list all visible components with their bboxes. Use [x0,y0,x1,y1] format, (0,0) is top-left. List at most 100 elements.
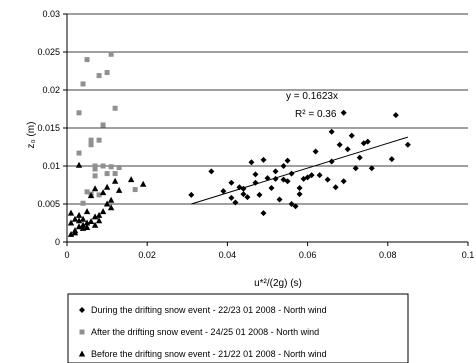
data-point-triangle [95,211,103,218]
data-point-triangle [91,221,99,228]
data-point-square [96,192,102,198]
y-tick-label: 0.005 [37,199,60,209]
series-square [76,51,138,206]
data-point-diamond [228,194,235,201]
data-point-triangle [103,200,111,207]
data-point-diamond [344,146,351,153]
y-tick-label: 0.025 [37,47,60,57]
data-point-diamond [368,165,375,172]
data-point-diamond [312,148,319,155]
data-point-triangle [75,217,83,224]
data-point-diamond [272,168,279,175]
data-point-square [132,187,138,193]
data-point-square [80,81,86,87]
data-point-diamond [264,175,271,182]
legend-marker-triangle [78,350,86,357]
data-point-diamond [296,191,303,198]
data-point-triangle [91,213,99,220]
x-axis-title: u*²/(2g) (s) [254,278,302,289]
data-point-diamond [284,157,291,164]
series-diamond [188,109,411,217]
trendline [191,136,408,205]
data-point-triangle [71,229,79,236]
data-point-diamond [328,128,335,135]
data-point-square [112,105,118,111]
x-tick-label: 0.06 [299,250,317,260]
data-point-diamond [252,179,259,186]
data-point-diamond [340,109,347,116]
y-tick-label: 0.02 [42,85,60,95]
legend-marker-square [79,329,85,335]
data-point-diamond [260,210,267,217]
data-point-diamond [240,191,247,198]
legend-box [67,293,409,363]
data-point-triangle [79,215,87,222]
data-point-diamond [332,184,339,191]
data-point-diamond [232,199,239,206]
legend-entry-label: During the drifting snow event - 22/23 0… [91,305,327,315]
data-point-triangle [83,224,91,231]
axes [63,13,469,246]
tick-labels: 0 0.005 0.01 0.015 0.02 0.025 0.03 0 0.02 0.04 0.0… [37,9,474,260]
data-point-triangle [107,204,115,211]
data-point-square [76,150,82,156]
data-point-square [116,165,122,171]
data-point-diamond [268,185,275,192]
data-point-diamond [288,201,295,207]
data-point-diamond [244,194,251,201]
data-point-diamond [316,172,323,179]
data-point-square [108,164,114,170]
data-point-triangle [79,221,87,228]
data-point-diamond [388,156,395,163]
data-point-triangle [67,219,75,226]
data-point-diamond [252,171,259,178]
data-point-triangle [87,192,95,199]
equation-annotation: y = 0.1623x [286,91,338,102]
data-point-diamond [348,132,355,139]
data-point-diamond [188,191,195,198]
data-point-triangle [75,161,83,168]
data-point-triangle [95,217,103,224]
series-triangle [67,161,147,237]
data-point-square [100,122,106,128]
data-point-square [108,51,114,57]
grid-lines [67,13,468,205]
data-point-triangle [115,186,123,193]
data-point-square [88,137,94,143]
data-point-diamond [276,196,283,203]
data-point-triangle [75,211,83,218]
data-point-diamond [208,168,215,175]
data-point-square [104,171,110,177]
data-point-diamond [256,191,263,198]
data-point-diamond [292,203,299,210]
data-point-diamond [280,163,287,169]
data-point-diamond [404,141,411,148]
y-tick-label: 0.03 [42,9,60,19]
data-point-triangle [107,196,115,203]
y-axis-title: z₀ (m) [26,122,37,149]
data-point-diamond [260,156,267,163]
data-point-triangle [67,230,75,237]
data-point-diamond [228,179,235,186]
data-point-diamond [356,154,363,161]
data-point-triangle [103,183,111,190]
trendline-group [191,136,408,205]
data-point-square [80,200,86,206]
data-point-triangle [127,176,135,183]
data-point-square [92,173,98,179]
data-point-square [76,110,82,116]
data-points [67,51,411,237]
y-tick-label: 0.015 [37,123,60,133]
data-point-triangle [83,208,91,215]
legend: During the drifting snow event - 22/23 0… [78,305,327,359]
data-point-diamond [364,138,371,145]
y-tick-label: 0.01 [42,161,60,171]
data-point-triangle [91,185,99,192]
data-point-diamond [304,174,311,181]
data-point-square [104,70,110,76]
data-point-diamond [324,176,331,183]
data-point-triangle [139,180,147,187]
data-point-diamond [308,172,315,179]
data-point-triangle [99,189,107,196]
